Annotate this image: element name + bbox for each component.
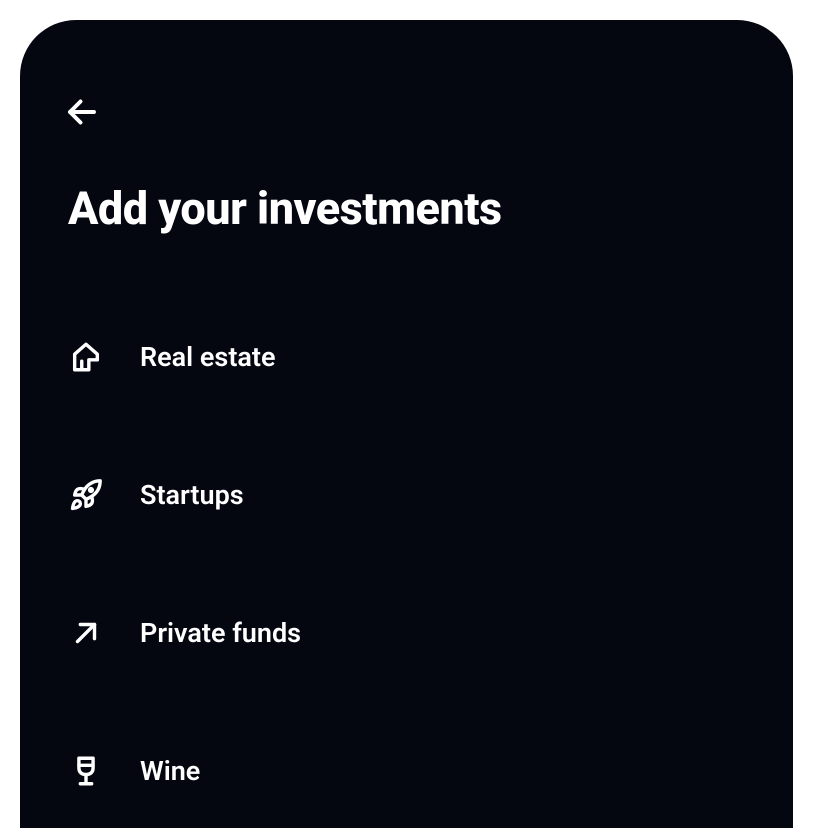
arrow-up-right-icon: [68, 615, 104, 651]
investment-item-wine[interactable]: Wine: [68, 741, 745, 801]
investment-item-label: Private funds: [140, 617, 301, 649]
house-icon: [68, 339, 104, 375]
page-title: Add your investments: [68, 182, 745, 235]
investment-item-label: Real estate: [140, 341, 276, 373]
wine-icon: [68, 753, 104, 789]
device-frame: Add your investments Real estate: [0, 0, 813, 828]
rocket-icon: [68, 477, 104, 513]
investment-item-label: Startups: [140, 479, 244, 511]
investment-item-private-funds[interactable]: Private funds: [68, 603, 745, 663]
investment-item-startups[interactable]: Startups: [68, 465, 745, 525]
investment-item-real-estate[interactable]: Real estate: [68, 327, 745, 387]
arrow-left-icon: [64, 94, 100, 134]
investment-item-label: Wine: [140, 755, 200, 787]
screen: Add your investments Real estate: [20, 20, 793, 828]
back-button[interactable]: [62, 94, 102, 134]
